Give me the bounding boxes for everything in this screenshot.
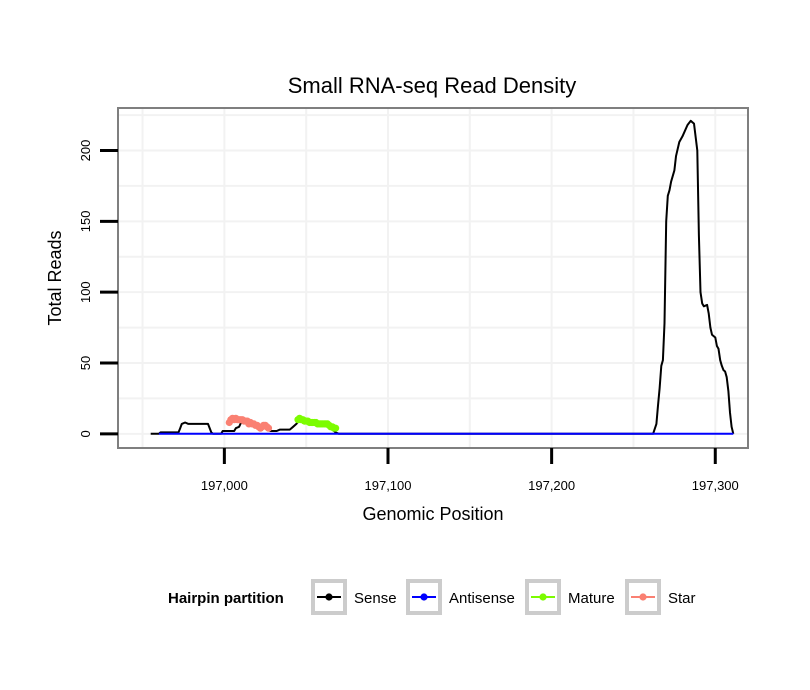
legend-key-dot <box>539 593 547 601</box>
legend-label-antisense: Antisense <box>449 590 515 607</box>
legend-label-star: Star <box>668 590 696 607</box>
x-tick-label: 197,200 <box>528 478 575 493</box>
y-tick-label: 0 <box>78 430 93 437</box>
chart-title: Small RNA-seq Read Density <box>288 73 577 98</box>
legend-title: Hairpin partition <box>168 590 284 607</box>
y-tick-label: 150 <box>78 210 93 232</box>
legend-key-dot <box>325 593 333 601</box>
plot-border <box>117 107 749 449</box>
x-axis-label: Genomic Position <box>362 504 503 524</box>
legend-key-dot <box>420 593 428 601</box>
legend: Hairpin partition Sense Antisense Mature St… <box>168 579 696 615</box>
x-tick-label: 197,000 <box>201 478 248 493</box>
y-tick-label: 50 <box>78 356 93 370</box>
x-axis: 197,000 197,100 197,200 197,300 <box>201 448 739 493</box>
sense-series-line <box>150 119 735 435</box>
y-axis-label: Total Reads <box>45 230 65 325</box>
y-axis: 0 50 100 150 200 <box>78 140 118 437</box>
y-tick-label: 100 <box>78 281 93 303</box>
y-tick-label: 200 <box>78 140 93 162</box>
x-tick-label: 197,100 <box>365 478 412 493</box>
x-tick-label: 197,300 <box>692 478 739 493</box>
legend-label-mature: Mature <box>568 590 615 607</box>
data-series <box>150 119 735 435</box>
mature-point <box>332 424 340 432</box>
legend-key-dot <box>639 593 647 601</box>
star-point <box>264 424 273 432</box>
plot-background <box>118 108 748 448</box>
grid-lines <box>118 108 748 448</box>
legend-label-sense: Sense <box>354 590 397 607</box>
